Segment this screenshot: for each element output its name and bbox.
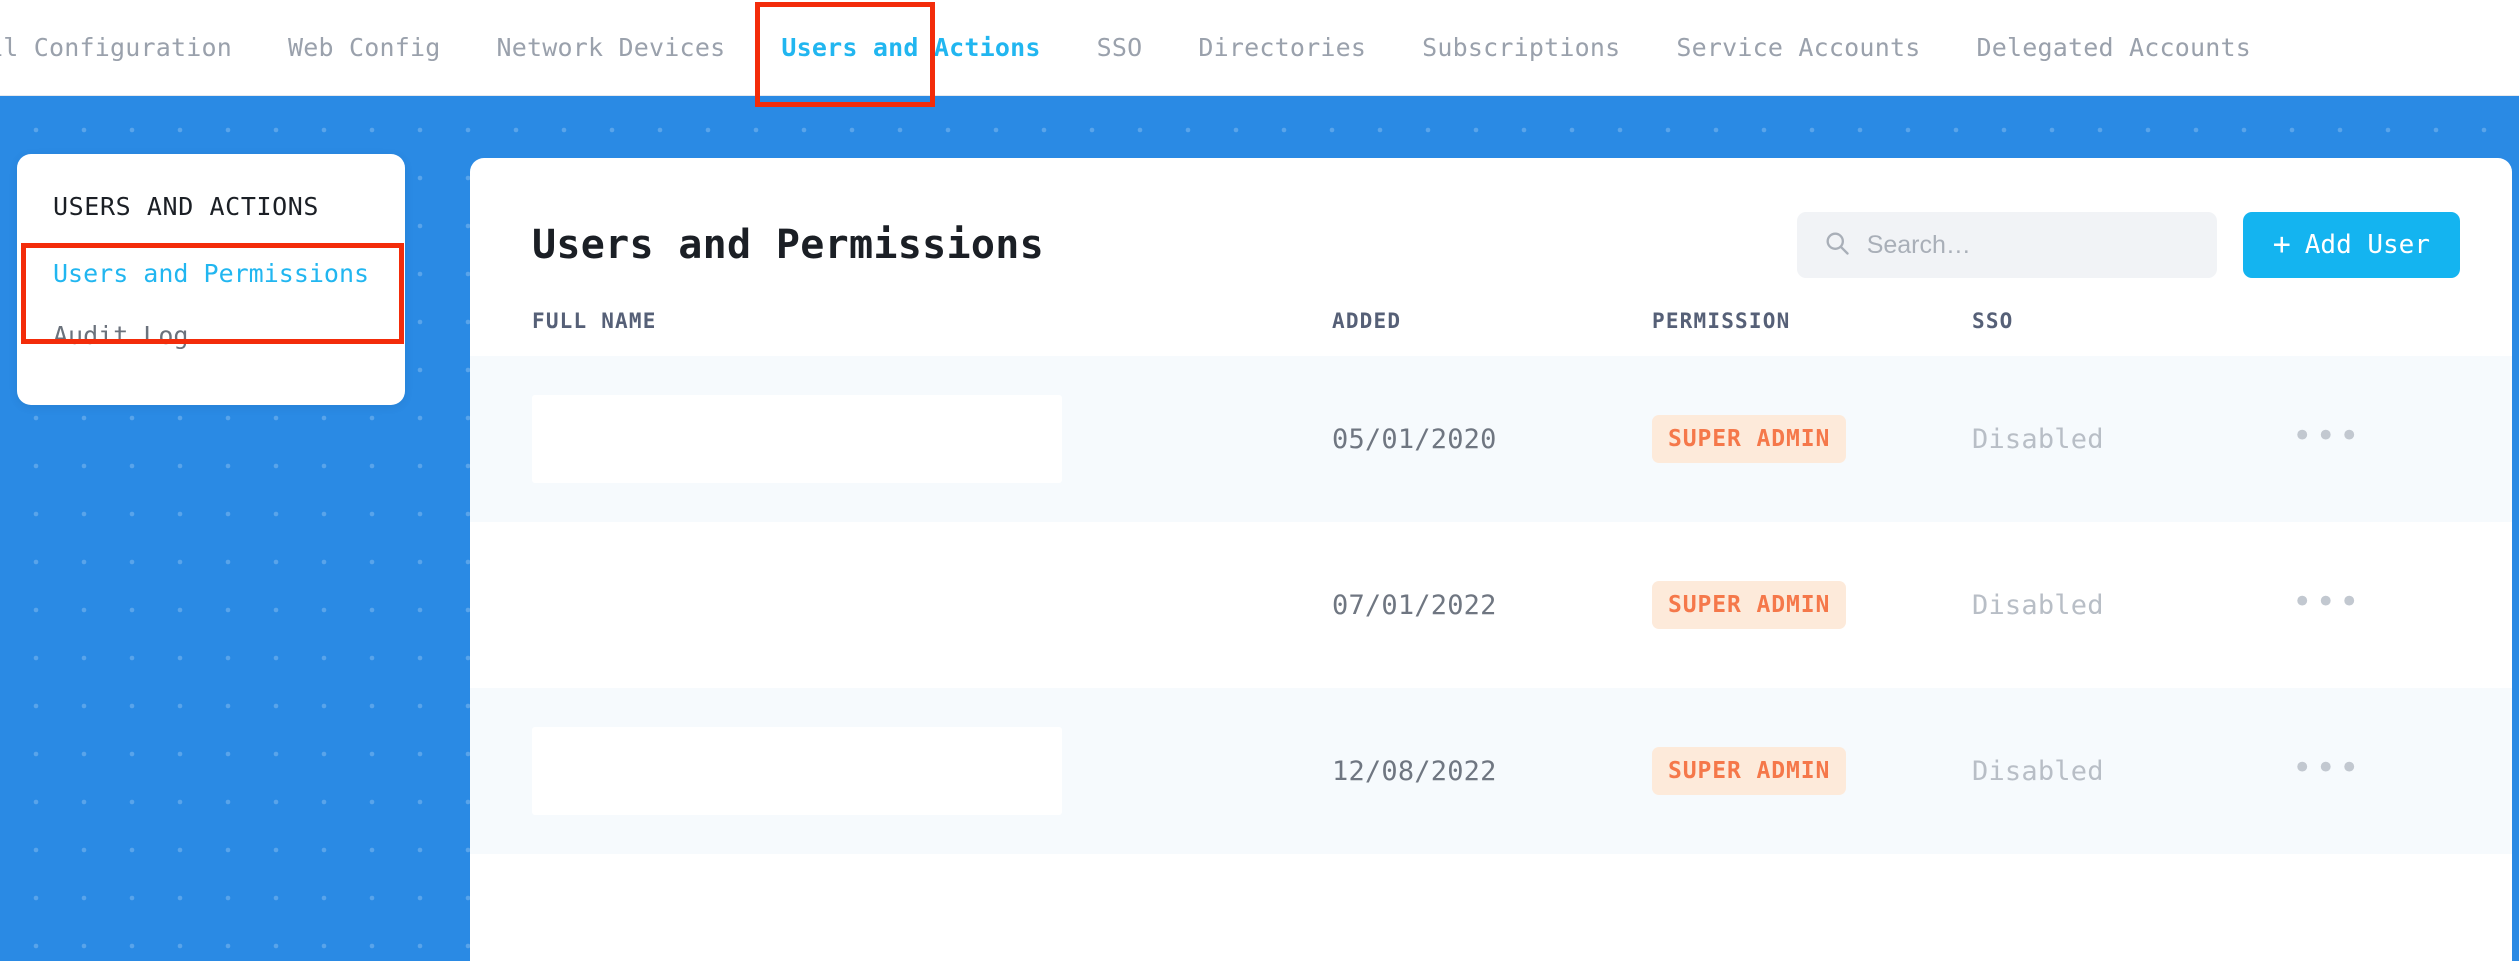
cell-actions: ••• <box>2292 751 2450 785</box>
column-header-sso: SSO <box>1972 309 2014 333</box>
cell-full-name <box>532 561 1332 649</box>
table-row[interactable]: 05/01/2020 SUPER ADMIN Disabled ••• <box>470 356 2512 522</box>
nav-tab-label: Subscriptions <box>1422 33 1621 62</box>
cell-permission: SUPER ADMIN <box>1652 581 1972 629</box>
cell-full-name <box>532 727 1332 815</box>
nav-tab-label: Web Config <box>288 33 441 62</box>
nav-tab-subscriptions[interactable]: Subscriptions <box>1394 0 1648 95</box>
column-header-added: ADDED <box>1332 309 1402 333</box>
cell-actions: ••• <box>2292 419 2450 453</box>
search-box[interactable] <box>1796 212 2217 278</box>
cell-permission: SUPER ADMIN <box>1652 415 1972 463</box>
cell-full-name <box>532 395 1332 483</box>
redacted-name-block <box>532 727 1062 815</box>
redacted-name-block <box>532 395 1062 483</box>
nav-tab-directories[interactable]: Directories <box>1170 0 1394 95</box>
sidebar-item-users-and-permissions[interactable]: Users and Permissions <box>17 243 405 305</box>
search-input[interactable] <box>1866 230 2199 260</box>
row-menu-icon[interactable]: ••• <box>2292 415 2363 456</box>
search-icon <box>1823 229 1851 261</box>
table-row[interactable]: 12/08/2022 SUPER ADMIN Disabled ••• <box>470 688 2512 854</box>
nav-tab-label: Delegated Accounts <box>1976 33 2251 62</box>
panel-header: Users and Permissions + Add User <box>470 158 2512 286</box>
nav-tab-label: Directories <box>1198 33 1367 62</box>
status-badge: SUPER ADMIN <box>1652 415 1847 463</box>
users-table: FULL NAME ADDED PERMISSION SSO 05/01/202… <box>470 286 2512 961</box>
sidebar-item-label: Audit Log <box>53 320 189 350</box>
cell-sso: Disabled <box>1972 589 2104 621</box>
sidebar-heading: USERS AND ACTIONS <box>53 192 320 221</box>
table-header-row: FULL NAME ADDED PERMISSION SSO <box>470 286 2512 356</box>
nav-tab-users-and-actions[interactable]: Users and Actions <box>753 0 1068 95</box>
nav-tab-delegated-accounts[interactable]: Delegated Accounts <box>1948 0 2279 95</box>
cell-permission: SUPER ADMIN <box>1652 747 1972 795</box>
nav-tab-label: SSO <box>1096 33 1143 62</box>
nav-tab-email-configuration[interactable]: il Configuration <box>0 0 260 95</box>
cell-added: 07/01/2022 <box>1332 589 1497 621</box>
nav-tab-service-accounts[interactable]: Service Accounts <box>1648 0 1948 95</box>
redacted-name-block <box>532 561 1062 649</box>
nav-tab-sso[interactable]: SSO <box>1069 0 1171 95</box>
cell-added: 12/08/2022 <box>1332 755 1497 787</box>
sidebar-item-label: Users and Permissions <box>53 259 370 288</box>
header-actions: + Add User <box>1796 212 2460 278</box>
main-content-panel: Users and Permissions + Add User <box>470 158 2512 961</box>
nav-tab-label: Users and Actions <box>781 33 1041 62</box>
sidebar-item-audit-log[interactable]: Audit Log <box>17 305 405 367</box>
add-user-button[interactable]: + Add User <box>2242 212 2460 278</box>
row-menu-icon[interactable]: ••• <box>2292 747 2363 788</box>
column-header-permission: PERMISSION <box>1652 309 1791 333</box>
nav-tab-label: Service Accounts <box>1676 33 1921 62</box>
cell-sso: Disabled <box>1972 423 2104 455</box>
plus-icon: + <box>2272 227 2291 262</box>
nav-tab-web-config[interactable]: Web Config <box>260 0 469 95</box>
sidebar-panel: USERS AND ACTIONS Users and Permissions … <box>17 154 405 405</box>
nav-tab-network-devices[interactable]: Network Devices <box>469 0 754 95</box>
table-row[interactable]: 07/01/2022 SUPER ADMIN Disabled ••• <box>470 522 2512 688</box>
column-header-full-name: FULL NAME <box>532 309 657 333</box>
nav-tab-label: il Configuration <box>0 33 233 62</box>
page-title: Users and Permissions <box>532 222 1045 268</box>
nav-tab-label: Network Devices <box>496 33 726 62</box>
add-user-label: Add User <box>2304 230 2430 260</box>
row-menu-icon[interactable]: ••• <box>2292 581 2363 622</box>
cell-added: 05/01/2020 <box>1332 423 1497 455</box>
table-row[interactable] <box>470 854 2512 961</box>
top-navigation: il Configuration Web Config Network Devi… <box>0 0 2519 96</box>
cell-sso: Disabled <box>1972 755 2104 787</box>
cell-actions: ••• <box>2292 585 2450 619</box>
status-badge: SUPER ADMIN <box>1652 747 1847 795</box>
status-badge: SUPER ADMIN <box>1652 581 1847 629</box>
